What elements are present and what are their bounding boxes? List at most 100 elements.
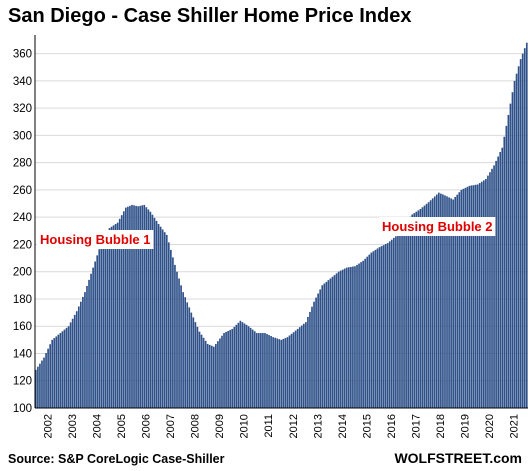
x-tick-label: 2009 xyxy=(214,414,226,438)
bar xyxy=(313,301,315,408)
annotation-background xyxy=(379,217,496,236)
bar xyxy=(294,330,297,408)
y-axis: 100 120 140 160 180 200 220 240 260 280 300 320 340 3… xyxy=(13,35,36,415)
bar xyxy=(257,333,260,408)
bar xyxy=(374,249,377,408)
bar xyxy=(45,353,47,408)
bar xyxy=(419,209,422,408)
bar xyxy=(51,339,54,408)
bar xyxy=(525,42,528,408)
x-tick-label: 2003 xyxy=(67,414,79,438)
bar xyxy=(127,206,129,408)
x-tick-label: 2004 xyxy=(91,414,103,438)
bar xyxy=(329,278,332,408)
bar xyxy=(194,322,197,408)
x-tick-label: 2020 xyxy=(484,414,496,438)
bar xyxy=(296,328,299,408)
bar xyxy=(55,336,58,408)
bar xyxy=(69,322,72,408)
bar xyxy=(114,224,117,408)
bar xyxy=(509,103,512,409)
bar xyxy=(286,337,289,408)
bar xyxy=(178,278,180,408)
bar xyxy=(354,266,356,408)
bar xyxy=(288,335,291,408)
bar xyxy=(503,136,506,408)
bar xyxy=(483,180,485,408)
y-tick-label: 340 xyxy=(13,76,32,88)
bar xyxy=(278,339,281,408)
bar xyxy=(141,205,144,408)
bar xyxy=(202,337,205,408)
y-tick-label: 240 xyxy=(13,212,32,224)
bar xyxy=(239,320,242,408)
bar xyxy=(100,243,103,408)
y-tick-label: 180 xyxy=(13,294,32,306)
bar xyxy=(448,197,450,408)
bar xyxy=(43,357,45,408)
bar xyxy=(444,195,446,408)
bar xyxy=(511,92,514,408)
bar xyxy=(323,283,326,408)
bar xyxy=(431,198,434,408)
y-tick-label: 200 xyxy=(13,267,32,279)
bar xyxy=(390,239,393,408)
bar xyxy=(206,343,209,408)
bar xyxy=(94,261,96,408)
bar xyxy=(290,333,293,408)
bar xyxy=(262,333,264,408)
bar xyxy=(151,214,154,408)
bar xyxy=(280,339,283,408)
bar xyxy=(386,243,389,408)
bar xyxy=(466,186,469,408)
bar xyxy=(212,346,215,408)
bar xyxy=(227,330,229,408)
bar xyxy=(247,326,250,408)
x-tick-label: 2011 xyxy=(263,414,275,438)
bar xyxy=(192,317,195,408)
bar xyxy=(255,333,258,408)
bar xyxy=(468,185,471,408)
bar xyxy=(476,184,479,408)
bar xyxy=(397,233,399,408)
bar xyxy=(172,257,174,408)
x-tick-label: 2016 xyxy=(386,414,398,438)
bar xyxy=(276,338,279,408)
bar xyxy=(491,168,493,408)
bar xyxy=(401,227,403,408)
x-tick-label: 2019 xyxy=(460,414,472,438)
bar xyxy=(380,246,383,408)
bar xyxy=(270,336,272,408)
bar xyxy=(106,231,109,408)
bar xyxy=(284,338,287,408)
bar xyxy=(407,219,409,408)
y-tick-label: 140 xyxy=(13,348,32,360)
bar xyxy=(137,206,139,408)
bar xyxy=(129,205,131,408)
bar xyxy=(253,331,256,408)
annotations: Housing Bubble 1 Housing Bubble 2 xyxy=(37,217,496,249)
y-tick-label: 300 xyxy=(13,130,32,142)
bar xyxy=(147,209,150,408)
bar xyxy=(59,333,62,408)
bar xyxy=(411,214,414,408)
y-tick-label: 100 xyxy=(13,403,32,415)
bar xyxy=(219,338,221,408)
bar xyxy=(135,205,137,408)
bar xyxy=(462,188,465,408)
bar xyxy=(63,329,66,408)
bar xyxy=(456,194,459,408)
annotation: Housing Bubble 2 xyxy=(379,217,496,236)
bar xyxy=(521,53,524,408)
bar xyxy=(157,224,160,408)
bar xyxy=(125,207,127,408)
bar xyxy=(102,239,105,408)
bar xyxy=(311,306,313,408)
bar xyxy=(399,230,401,408)
bar xyxy=(315,297,317,408)
bar xyxy=(421,207,424,408)
bar xyxy=(366,256,369,408)
bar xyxy=(493,165,495,408)
bar xyxy=(501,147,504,409)
bar xyxy=(302,323,305,408)
